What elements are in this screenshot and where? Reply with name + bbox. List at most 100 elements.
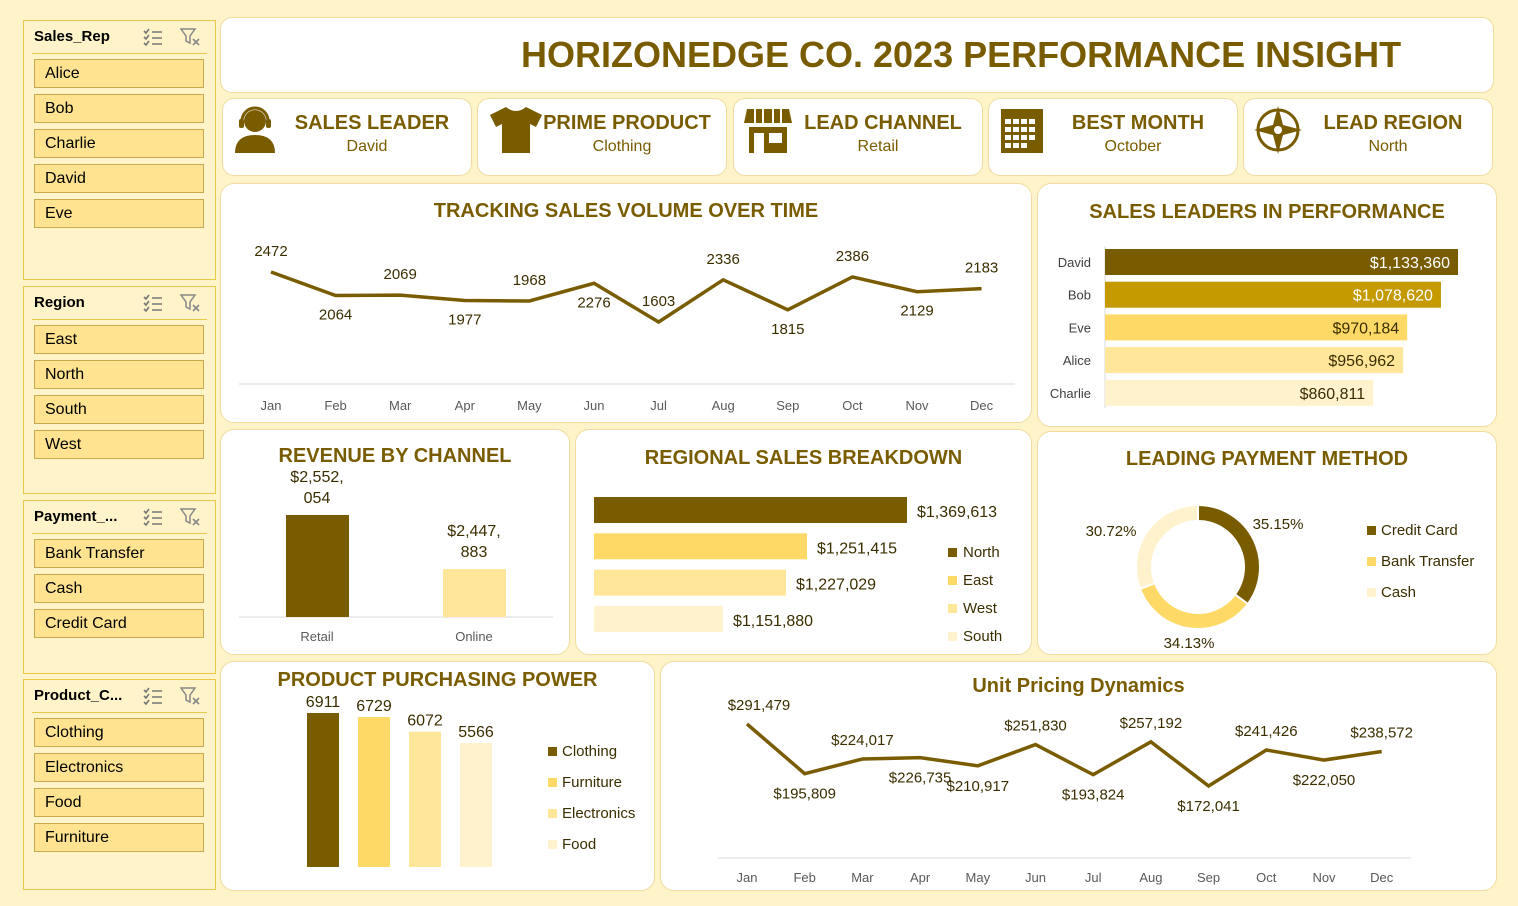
x-tick-label: Nov [1312,870,1336,885]
slicer-item[interactable]: East [34,325,204,354]
bar [307,713,339,867]
x-tick-label: Mar [389,398,412,413]
slicer-title: Product_C... [34,687,123,704]
legend-swatch [1367,526,1376,535]
legend-swatch [548,747,557,756]
data-label: 2386 [836,248,869,265]
calendar-icon [999,105,1055,155]
legend-swatch [948,576,957,585]
multi-select-icon[interactable] [142,507,164,527]
unit-price-chart: $291,479 Jan $195,809 Feb $224,017 Mar $226,73… [718,697,1413,885]
kpi-title: LEAD REGION [1323,112,1463,134]
data-label: 35.15% [1253,516,1304,533]
data-label: $1,078,620 [1353,288,1433,305]
data-label: $956,962 [1328,353,1395,370]
x-tick-label: Jul [650,398,667,413]
x-tick-label: Oct [842,398,863,413]
slicer-item[interactable]: North [34,360,204,389]
slicer-item[interactable]: South [34,395,204,424]
x-tick-label: May [517,398,542,413]
data-label: $224,017 [831,732,894,749]
kpi-value: Clothing [592,138,652,155]
data-label: $1,133,360 [1370,255,1450,272]
data-label: 2336 [707,251,740,268]
pie-slice [1135,503,1199,591]
slicer-item[interactable]: David [34,164,204,193]
payment-panel: LEADING PAYMENT METHOD Credit Card Bank T… [1037,431,1497,655]
slicer-item[interactable]: West [34,430,204,459]
data-label: 1815 [771,321,804,338]
slicer-title: Sales_Rep [34,28,110,45]
data-label: 1977 [448,311,481,328]
bar [1105,347,1404,374]
x-tick-label: Jun [584,398,605,413]
data-label: 6911 [306,694,341,711]
page-title: HORIZONEDGE CO. 2023 PERFORMANCE INSIGHT [521,34,1402,75]
x-tick-label: Sep [776,398,799,413]
payment-chart: Credit Card Bank Transfer Cash 35.15% 34.13%… [1086,503,1474,652]
data-label: 5566 [458,724,494,741]
slicer-item[interactable]: Alice [34,59,204,88]
x-tick-label: Jun [1025,870,1046,885]
x-tick-label: Jan [261,398,282,413]
product-panel: PRODUCT PURCHASING POWER 6911 Clothing 672… [220,661,655,891]
x-tick-label: Apr [910,870,931,885]
clear-filter-icon[interactable] [179,293,202,313]
slicer-item[interactable]: Bob [34,94,204,123]
slicer-item[interactable]: Clothing [34,718,204,747]
kpi-title: LEAD CHANNEL [804,112,962,134]
clear-filter-icon[interactable] [179,27,202,47]
multi-select-icon[interactable] [142,27,164,47]
slicer: Product_C... Clothing Electronics Food Furni… [23,679,216,890]
slicer-divider [32,712,207,713]
data-label: $251,830 [1004,718,1067,735]
chart-title: Unit Pricing Dynamics [972,675,1185,697]
x-tick-label: Retail [300,629,333,644]
data-label: 2472 [254,243,287,260]
y-tick-label: Charlie [1050,386,1091,401]
chart-title: TRACKING SALES VOLUME OVER TIME [433,200,819,222]
compass-icon [1254,105,1310,155]
slicer-item[interactable]: Charlie [34,129,204,158]
slicer-item[interactable]: Furniture [34,823,204,852]
kpi-title: PRIME PRODUCT [543,112,711,134]
bar [594,497,907,523]
channel-panel: REVENUE BY CHANNEL $2,552, 054 Retail $2,44… [220,429,570,655]
data-label: 2064 [319,306,352,323]
kpi-card: PRIME PRODUCT Clothing [477,98,727,176]
bar [409,731,441,867]
slicer-item[interactable]: Electronics [34,753,204,782]
multi-select-icon[interactable] [142,686,164,706]
bar [286,515,349,617]
x-tick-label: Feb [793,870,815,885]
headset-person-icon [233,105,289,155]
kpi-card: LEAD REGION North [1243,98,1493,176]
multi-select-icon[interactable] [142,293,164,313]
tshirt-icon [488,105,544,155]
pie-slice [1138,581,1250,630]
kpi-card: SALES LEADER David [222,98,472,176]
x-tick-label: Dec [970,398,994,413]
legend-swatch [548,809,557,818]
clear-filter-icon[interactable] [179,686,202,706]
legend-label: South [963,628,1002,645]
y-tick-label: Eve [1069,320,1091,335]
slicer-item[interactable]: Food [34,788,204,817]
slicer-item[interactable]: Cash [34,574,204,603]
data-label: $257,192 [1120,715,1183,732]
slicer-item[interactable]: Eve [34,199,204,228]
bar [358,717,390,867]
x-tick-label: Sep [1197,870,1220,885]
kpi-card: BEST MONTH October [988,98,1238,176]
bar [460,742,492,867]
regional-chart: $1,369,613 North $1,251,415 East $1,227,029 W… [594,497,1002,645]
data-label: 30.72% [1086,523,1137,540]
data-label: $1,227,029 [796,577,876,594]
legend-label: Food [562,836,596,853]
slicer-item[interactable]: Bank Transfer [34,539,204,568]
slicer-item[interactable]: Credit Card [34,609,204,638]
legend-label: Electronics [562,805,635,822]
data-label: $195,809 [773,786,836,803]
bar [1105,249,1458,275]
clear-filter-icon[interactable] [179,507,202,527]
